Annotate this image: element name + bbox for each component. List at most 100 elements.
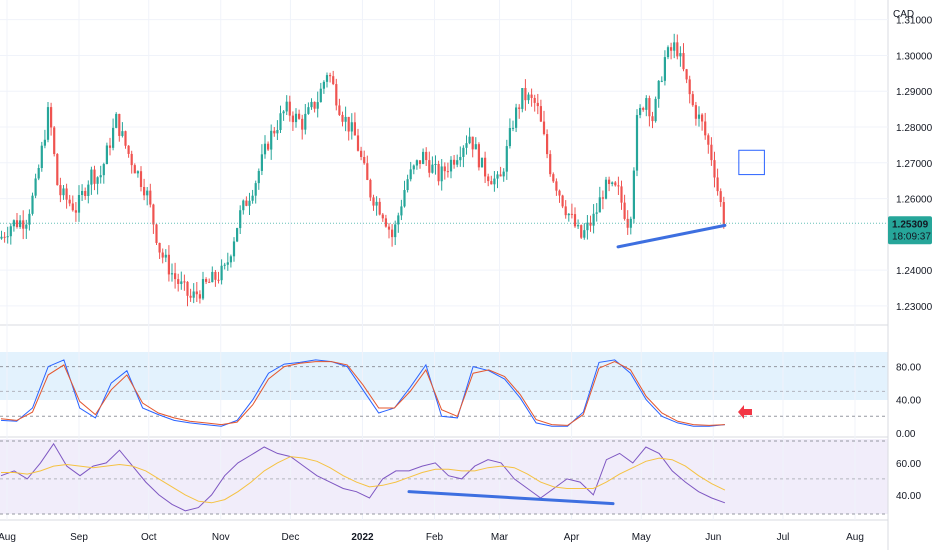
candle-body [620, 186, 623, 203]
last-price-value: 1.25309 [892, 219, 929, 230]
candle-body [722, 202, 725, 225]
candle-body [567, 213, 570, 216]
candle-body [220, 265, 223, 281]
candle-body [369, 179, 372, 198]
candle-body [425, 151, 428, 161]
last-price-badge [888, 216, 932, 245]
candle-body [437, 163, 440, 182]
candle-body [319, 88, 322, 103]
candle-body [267, 143, 270, 150]
candle-body [412, 165, 415, 170]
price-tick-label: 1.27000 [896, 159, 932, 170]
candle-body [465, 143, 468, 148]
candle-body [608, 179, 611, 185]
candle-body [133, 165, 136, 174]
candle-body [462, 147, 465, 157]
price-tick-label: 1.26000 [896, 195, 932, 206]
candle-body [273, 130, 276, 134]
price-tick-label: 1.28000 [896, 123, 932, 134]
candle-body [403, 190, 406, 207]
candle-body [431, 164, 434, 173]
candle-body [211, 271, 214, 283]
candle-body [37, 168, 40, 179]
candle-body [642, 107, 645, 110]
candle-body [223, 264, 226, 266]
candle-body [601, 197, 604, 199]
candle-body [254, 183, 257, 196]
divergence-trendline [407, 490, 615, 506]
candle-body [307, 107, 310, 114]
candle-body [183, 281, 186, 283]
candle-body [329, 75, 332, 77]
candle-body [143, 186, 146, 196]
x-tick-label: 2022 [351, 532, 374, 543]
candle-body [484, 157, 487, 177]
candle-body [124, 131, 127, 146]
candle-body [663, 57, 666, 81]
stoch-tick-label: 0.00 [896, 429, 916, 440]
candle-body [257, 170, 260, 184]
candle-body [341, 114, 344, 122]
candle-body [443, 166, 446, 172]
candle-body [645, 98, 648, 110]
candle-body [71, 203, 74, 211]
candle-body [335, 84, 338, 106]
red-arrow-icon [738, 405, 752, 419]
candle-body [527, 94, 530, 101]
candle-body [496, 174, 499, 179]
candle-body [28, 213, 31, 225]
candle-body [387, 226, 391, 230]
candle-body [81, 191, 84, 196]
candle-body [688, 79, 691, 95]
stoch-band [0, 352, 888, 400]
candle-body [84, 191, 87, 196]
candle-body [670, 47, 673, 51]
candle-body [536, 102, 539, 107]
candle-body [310, 101, 313, 108]
candle-body [282, 111, 285, 114]
candle-body [155, 224, 158, 243]
candle-body [62, 188, 65, 196]
candle-body [394, 224, 397, 238]
candle-body [487, 176, 490, 182]
candle-body [707, 135, 710, 145]
rsi-tick-label: 60.00 [896, 459, 921, 470]
candle-body [229, 256, 232, 263]
candle-body [378, 201, 381, 215]
candle-body [598, 197, 601, 213]
candle-body [682, 53, 685, 70]
candle-body [53, 127, 56, 155]
target-box [738, 149, 765, 176]
candle-body [56, 154, 59, 186]
candle-body [251, 195, 254, 201]
candle-body [22, 220, 25, 229]
candle-body [12, 220, 15, 227]
x-tick-label: Oct [141, 532, 157, 543]
candle-body [561, 195, 564, 207]
candle-body [366, 163, 369, 180]
x-tick-label: Sep [70, 532, 88, 543]
candle-body [301, 118, 304, 130]
candle-body [676, 42, 679, 57]
candle-body [121, 131, 124, 136]
candle-body [338, 105, 341, 115]
candle-body [65, 188, 68, 200]
candle-body [93, 169, 96, 184]
candle-body [102, 164, 105, 176]
candle-body [90, 169, 93, 185]
candle-body [701, 114, 704, 122]
candle-body [294, 113, 298, 123]
candle-body [127, 145, 130, 154]
rsi-tick-label: 40.00 [896, 491, 921, 502]
candle-body [477, 144, 480, 168]
candle-body [232, 241, 236, 257]
candle-body [288, 101, 291, 116]
candle-body [248, 200, 251, 206]
candle-body [236, 228, 239, 242]
candle-body [43, 139, 46, 146]
candle-body [325, 75, 329, 82]
rsi-band [0, 439, 888, 514]
candle-body [471, 136, 474, 150]
candle-body [660, 80, 663, 82]
